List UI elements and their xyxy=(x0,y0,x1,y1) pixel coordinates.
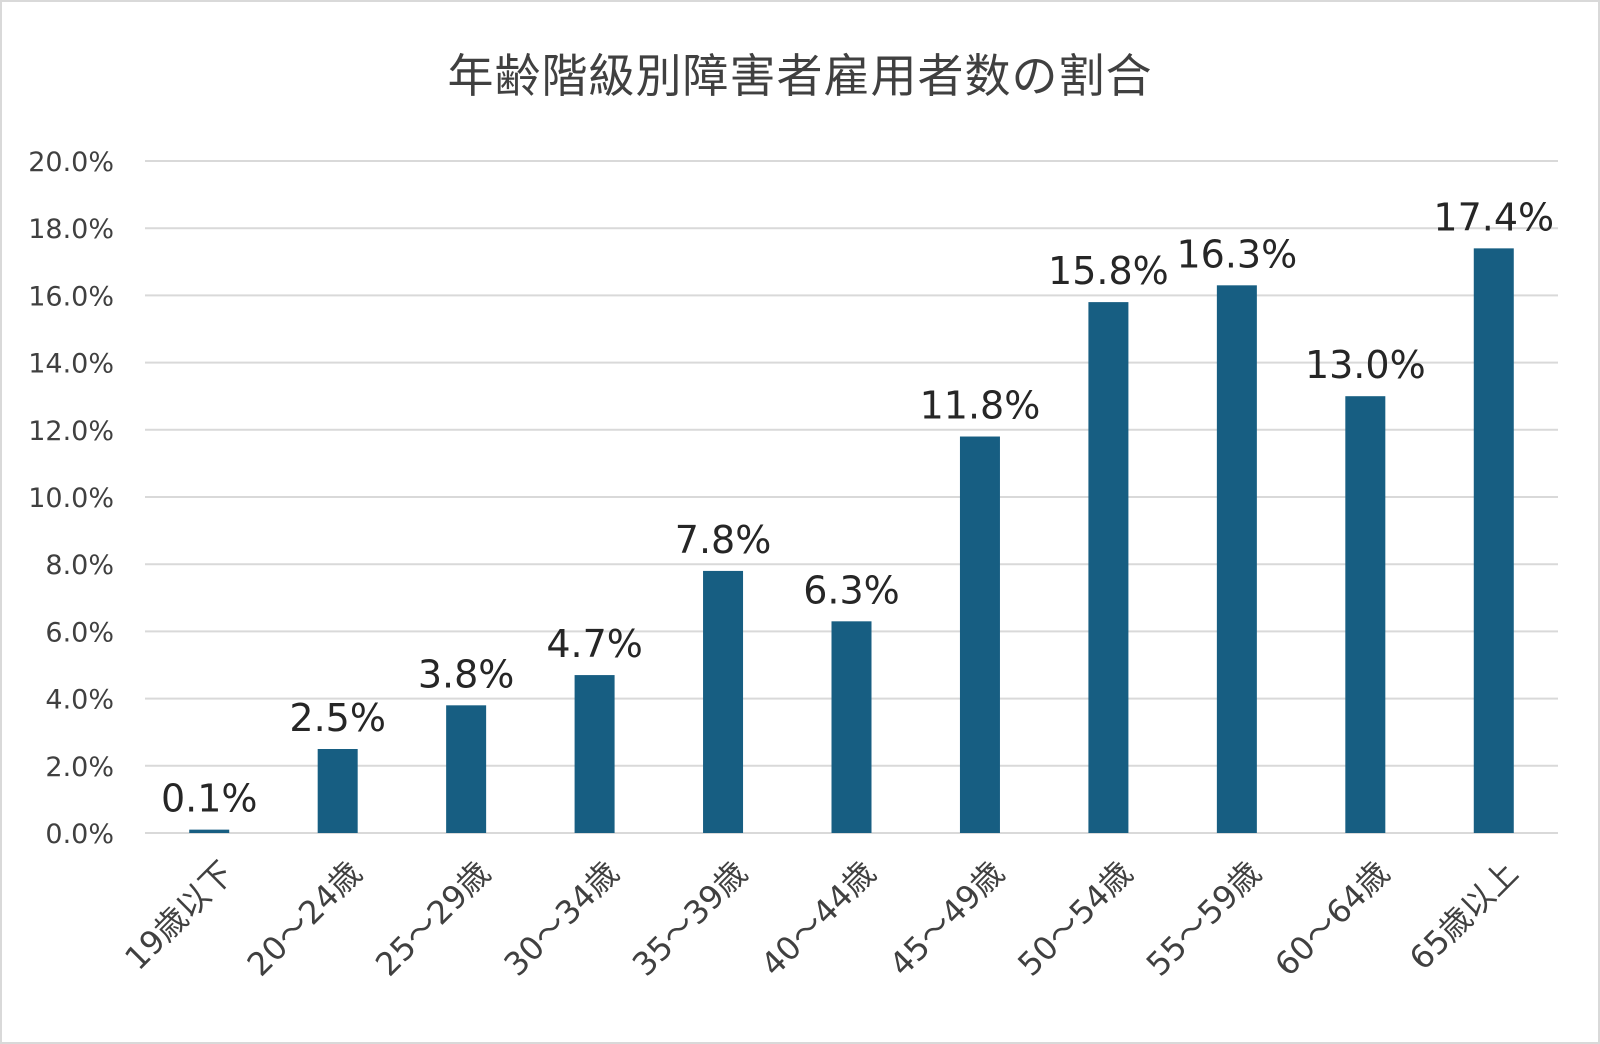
data-label: 13.0% xyxy=(1305,343,1426,387)
y-tick-label: 18.0% xyxy=(28,214,114,245)
bar xyxy=(959,436,1000,833)
bar xyxy=(574,675,615,833)
y-tick-label: 0.0% xyxy=(45,819,114,850)
y-tick-label: 4.0% xyxy=(45,685,114,716)
category-label: 55～59歳 xyxy=(1139,854,1269,984)
y-tick-label: 12.0% xyxy=(28,416,114,447)
y-axis-ticks: 0.0% 2.0% 4.0% 6.0% 8.0% 10.0% 12.0% 14.0% 16.0%… xyxy=(28,147,114,850)
data-label: 16.3% xyxy=(1177,232,1298,276)
bar xyxy=(1088,302,1129,833)
category-label: 25～29歳 xyxy=(368,854,498,984)
category-label: 60～64歳 xyxy=(1267,854,1397,984)
bar xyxy=(317,749,358,833)
chart-title: 年齢階級別障害者雇用者数の割合 xyxy=(447,49,1153,103)
category-label: 45～49歳 xyxy=(882,854,1012,984)
bar xyxy=(1473,248,1514,834)
data-label: 0.1% xyxy=(161,777,258,821)
category-label: 19歳以下 xyxy=(117,854,241,978)
bar xyxy=(189,829,230,833)
y-tick-label: 8.0% xyxy=(45,550,114,581)
data-labels: 0.1% 2.5% 3.8% 4.7% 7.8% 6.3% 11.8% 15.8% 16.3% 1… xyxy=(161,195,1554,820)
data-label: 4.7% xyxy=(546,622,643,666)
bar xyxy=(1216,285,1257,833)
gridlines xyxy=(145,160,1558,834)
data-label: 17.4% xyxy=(1433,195,1554,239)
bar xyxy=(1345,396,1386,833)
bars xyxy=(189,248,1514,834)
category-label: 65歳以上 xyxy=(1402,854,1526,978)
category-label: 50～54歳 xyxy=(1010,854,1140,984)
bar xyxy=(831,621,872,833)
bar xyxy=(703,570,744,833)
y-tick-label: 2.0% xyxy=(45,752,114,783)
y-tick-label: 14.0% xyxy=(28,349,114,380)
data-label: 15.8% xyxy=(1048,249,1169,293)
x-axis-categories: 19歳以下20～24歳25～29歳30～34歳35～39歳40～44歳45～49… xyxy=(117,854,1525,984)
y-tick-label: 20.0% xyxy=(28,147,114,178)
y-tick-label: 10.0% xyxy=(28,483,114,514)
category-label: 40～44歳 xyxy=(753,854,883,984)
data-label: 2.5% xyxy=(289,696,386,740)
data-label: 6.3% xyxy=(803,568,900,612)
category-label: 20～24歳 xyxy=(240,854,370,984)
data-label: 7.8% xyxy=(675,518,772,562)
data-label: 11.8% xyxy=(920,384,1041,428)
y-tick-label: 16.0% xyxy=(28,281,114,312)
category-label: 35～39歳 xyxy=(625,854,755,984)
category-label: 30～34歳 xyxy=(497,854,627,984)
bar xyxy=(446,705,487,833)
y-tick-label: 6.0% xyxy=(45,617,114,648)
data-label: 3.8% xyxy=(418,652,515,696)
